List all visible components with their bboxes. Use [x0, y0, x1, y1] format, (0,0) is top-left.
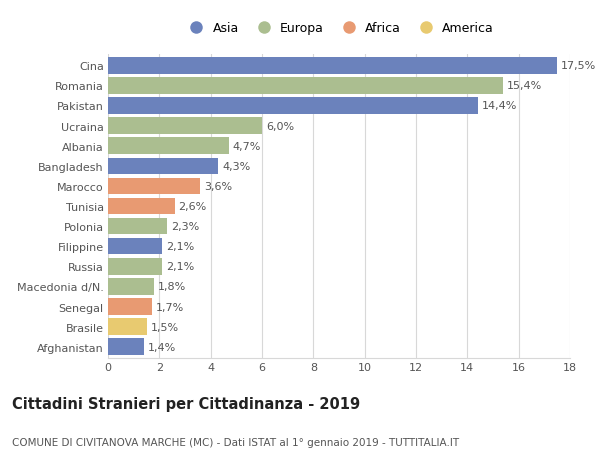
Bar: [108, 299, 152, 315]
Bar: [108, 78, 503, 95]
Text: 4,7%: 4,7%: [232, 141, 261, 151]
Text: COMUNE DI CIVITANOVA MARCHE (MC) - Dati ISTAT al 1° gennaio 2019 - TUTTITALIA.IT: COMUNE DI CIVITANOVA MARCHE (MC) - Dati …: [12, 437, 459, 447]
Text: 17,5%: 17,5%: [561, 61, 596, 71]
Bar: [108, 279, 154, 295]
Text: 2,1%: 2,1%: [166, 242, 194, 252]
Bar: [108, 258, 162, 275]
Bar: [108, 58, 557, 74]
Bar: [108, 138, 229, 155]
Text: 1,5%: 1,5%: [151, 322, 178, 332]
Bar: [108, 158, 218, 175]
Bar: [108, 319, 146, 335]
Text: 2,6%: 2,6%: [179, 202, 207, 212]
Text: 14,4%: 14,4%: [481, 101, 517, 111]
Text: 1,4%: 1,4%: [148, 342, 176, 352]
Bar: [108, 339, 144, 355]
Text: 2,3%: 2,3%: [171, 222, 199, 232]
Text: 3,6%: 3,6%: [204, 181, 232, 191]
Bar: [108, 178, 200, 195]
Bar: [108, 238, 162, 255]
Bar: [108, 198, 175, 215]
Legend: Asia, Europa, Africa, America: Asia, Europa, Africa, America: [184, 22, 494, 35]
Text: 4,3%: 4,3%: [222, 162, 250, 171]
Text: 15,4%: 15,4%: [507, 81, 542, 91]
Bar: [108, 98, 478, 114]
Bar: [108, 118, 262, 134]
Bar: [108, 218, 167, 235]
Text: 1,8%: 1,8%: [158, 282, 187, 292]
Text: 2,1%: 2,1%: [166, 262, 194, 272]
Text: 1,7%: 1,7%: [155, 302, 184, 312]
Text: Cittadini Stranieri per Cittadinanza - 2019: Cittadini Stranieri per Cittadinanza - 2…: [12, 397, 360, 412]
Text: 6,0%: 6,0%: [266, 121, 294, 131]
